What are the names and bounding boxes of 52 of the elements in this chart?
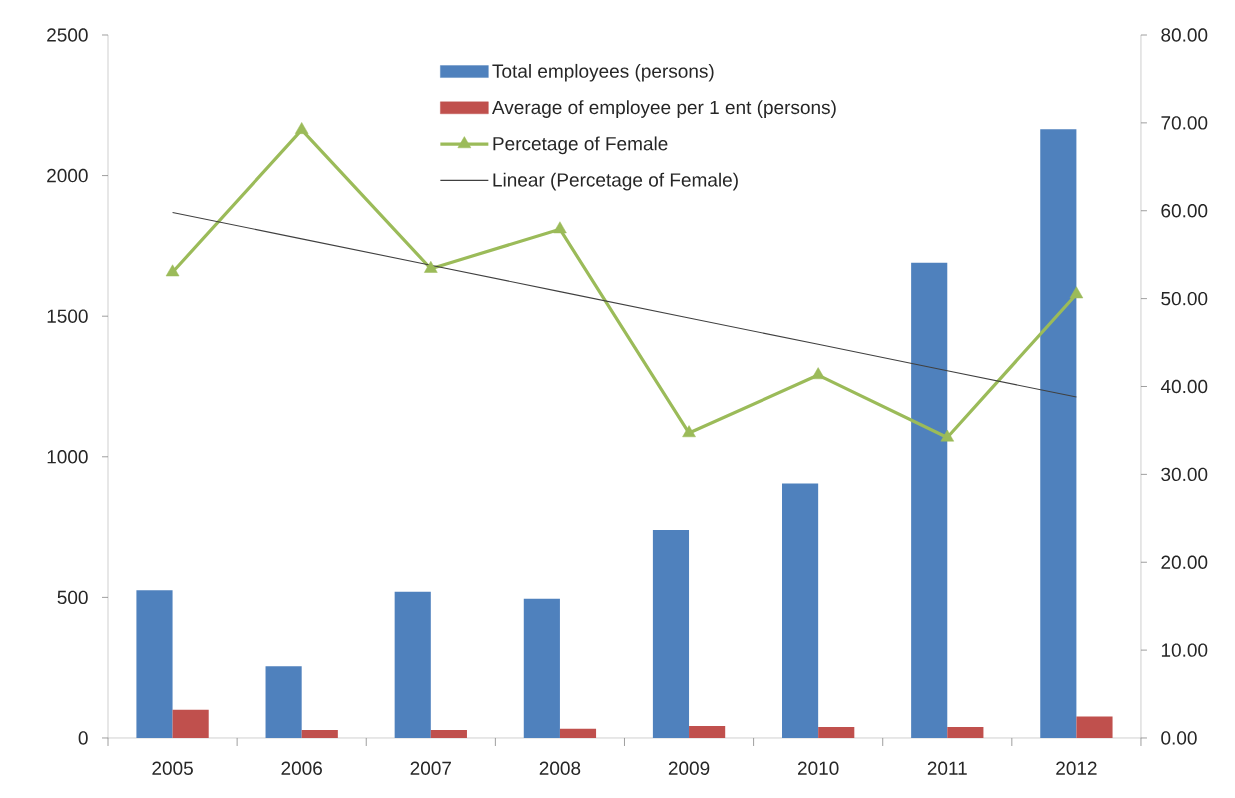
bar: [947, 727, 984, 738]
y2-tick-label: 40.00: [1160, 379, 1208, 394]
point: [940, 429, 955, 442]
bar: [394, 591, 431, 738]
line-series: [172, 211, 1077, 398]
y-tick-label: 0: [78, 731, 88, 745]
y2-tick-label: 70.00: [1161, 116, 1208, 130]
y-tick-label: 1500: [47, 309, 88, 323]
bar: [782, 483, 819, 738]
x-tick-label: 2012: [1056, 761, 1097, 775]
bar: [1076, 716, 1113, 738]
y2-tick-label: 20.00: [1161, 555, 1208, 569]
bar: [136, 590, 173, 738]
x-tick-label: 2006: [281, 761, 322, 775]
bar: [430, 730, 467, 738]
point: [165, 264, 180, 277]
y-tick-label: 2000: [47, 168, 88, 183]
x-tick-label: 2011: [927, 761, 967, 775]
bar: [911, 262, 948, 738]
y2-tick-label: 10.00: [1161, 643, 1208, 657]
y-tick-label: 2500: [47, 28, 88, 42]
bar: [265, 666, 302, 738]
legend-label: Average of employee per 1 ent (persons): [491, 100, 836, 118]
bar: [1040, 129, 1077, 738]
bar: [301, 730, 338, 738]
y2-tick-label: 30.00: [1161, 467, 1208, 482]
legend-label: Total employees (persons): [492, 63, 714, 82]
x-tick-label: 2005: [152, 761, 193, 775]
bar: [172, 709, 209, 738]
point: [294, 122, 309, 134]
point: [424, 260, 438, 273]
point: [1069, 286, 1084, 299]
bar: [559, 728, 597, 738]
bar: [818, 727, 855, 738]
y-tick-label: 1000: [47, 450, 88, 464]
x-tick-label: 2009: [668, 761, 710, 775]
bar: [652, 529, 690, 738]
legend-label: Percetage of Female: [493, 136, 668, 155]
y2-tick-label: 0.00: [1161, 731, 1197, 745]
bar: [523, 598, 560, 738]
y2-tick-label: 50.00: [1161, 291, 1208, 306]
point: [811, 367, 825, 380]
x-tick-label: 2007: [410, 761, 451, 775]
x-tick-label: 2010: [797, 761, 839, 775]
y2-tick-label: 60.00: [1161, 204, 1208, 218]
point: [553, 221, 567, 234]
bar: [689, 725, 726, 738]
x-tick-label: 2008: [539, 761, 581, 775]
y-tick-label: 500: [57, 590, 88, 605]
legend-label: Linear (Percetage of Female): [493, 172, 738, 191]
point: [682, 425, 696, 438]
y2-tick-label: 80.00: [1161, 28, 1208, 42]
